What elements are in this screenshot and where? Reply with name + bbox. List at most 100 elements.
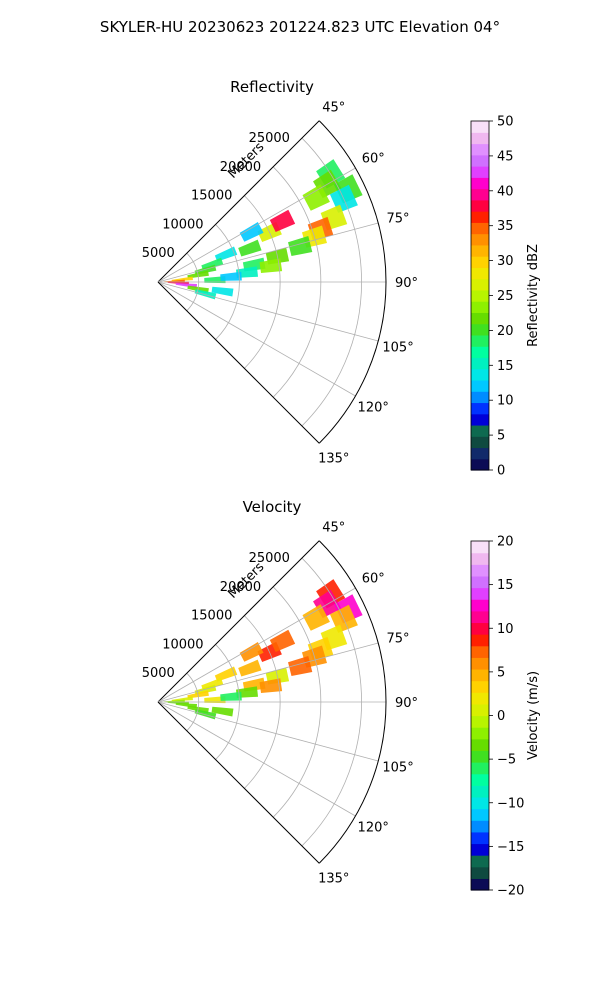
radar-cell bbox=[288, 656, 313, 677]
colorbar-segment bbox=[471, 715, 489, 728]
range-ring-label: 20000 bbox=[220, 580, 261, 595]
radar-cell bbox=[211, 706, 234, 717]
sector-outline bbox=[318, 540, 387, 864]
colorbar-segment bbox=[471, 357, 489, 370]
range-ring-label: 20000 bbox=[220, 160, 261, 175]
colorbar-segment bbox=[471, 177, 489, 190]
colorbar-label: Velocity (m/s) bbox=[526, 671, 541, 760]
range-ring-label: 5000 bbox=[142, 246, 175, 261]
reflectivity-sector: 5000 10000 15000 20000 25000 45° 60° 75° 90° 105°… bbox=[142, 100, 418, 466]
colorbar-tick-label: −5 bbox=[497, 753, 516, 768]
colorbar-segment bbox=[471, 222, 489, 235]
radar-cell bbox=[201, 677, 224, 690]
colorbar-segment bbox=[471, 622, 489, 635]
colorbar-segment bbox=[471, 413, 489, 426]
range-ring-label: 5000 bbox=[142, 666, 175, 681]
reflectivity-panel: Reflectivity 5000 10000 15000 20000 25000 45°… bbox=[142, 78, 541, 479]
range-ring-label: 15000 bbox=[191, 189, 232, 204]
colorbar-segment bbox=[471, 402, 489, 415]
colorbar-segment bbox=[471, 334, 489, 347]
colorbar-segment bbox=[471, 379, 489, 392]
angle-spoke bbox=[157, 642, 379, 703]
reflectivity-colorbar: 0 5 10 15 20 25 30 35 40 45 50 Reflectivity dBZ bbox=[470, 115, 541, 479]
radar-cell bbox=[269, 629, 296, 653]
colorbar-segment bbox=[471, 301, 489, 313]
angle-label: 75° bbox=[387, 212, 410, 227]
radar-cell bbox=[214, 666, 238, 682]
angle-spoke bbox=[157, 587, 356, 703]
radar-cell bbox=[171, 276, 193, 282]
range-ring-label: 25000 bbox=[249, 131, 290, 146]
colorbar-segment bbox=[471, 312, 489, 325]
colorbar-segment bbox=[471, 154, 489, 167]
colorbar-tick-label: 15 bbox=[497, 578, 514, 593]
colorbar-segment bbox=[471, 668, 489, 682]
colorbar-segment bbox=[471, 773, 489, 786]
colorbar-segment bbox=[471, 564, 489, 577]
colorbar-segment bbox=[471, 132, 489, 145]
radar-cell bbox=[214, 246, 238, 262]
radar-cell bbox=[238, 239, 262, 257]
colorbar-label: Reflectivity dBZ bbox=[526, 244, 541, 347]
velocity-panel: Velocity 5000 10000 15000 20000 25000 45° 60° 7… bbox=[142, 498, 541, 899]
radar-cell bbox=[236, 686, 259, 698]
angle-label: 105° bbox=[382, 340, 413, 355]
colorbar-segment bbox=[471, 738, 489, 751]
colorbar-segment bbox=[471, 121, 489, 133]
angle-spoke bbox=[157, 701, 320, 864]
colorbar-tick-label: 0 bbox=[497, 464, 505, 479]
angle-spoke bbox=[157, 281, 356, 397]
radar-cell bbox=[259, 678, 283, 693]
colorbar-segment bbox=[471, 843, 489, 856]
colorbar-tick-label: 20 bbox=[497, 535, 514, 550]
radar-cell bbox=[171, 696, 193, 702]
colorbar-segment bbox=[471, 211, 489, 223]
angle-label: 75° bbox=[387, 632, 410, 647]
reflectivity-title: Reflectivity bbox=[230, 78, 314, 96]
radar-cell bbox=[288, 236, 313, 257]
colorbar-segment bbox=[471, 188, 489, 201]
colorbar-tick-label: −20 bbox=[497, 884, 524, 899]
colorbar-segment bbox=[471, 289, 489, 302]
colorbar-segment bbox=[471, 346, 489, 359]
colorbar-segment bbox=[471, 657, 489, 670]
angle-label: 120° bbox=[358, 400, 389, 415]
radar-cell bbox=[239, 642, 264, 662]
colorbar-segment bbox=[471, 820, 489, 833]
angle-label: 120° bbox=[358, 820, 389, 835]
angle-label: 60° bbox=[362, 152, 385, 167]
colorbar-segment bbox=[471, 762, 489, 775]
radar-cell bbox=[220, 691, 242, 701]
angle-label: 135° bbox=[318, 872, 349, 887]
colorbar-segment bbox=[471, 458, 489, 471]
colorbar-segment bbox=[471, 166, 489, 178]
colorbar-segment bbox=[471, 267, 489, 280]
colorbar-segment bbox=[471, 552, 489, 565]
colorbar-tick-label: 35 bbox=[497, 219, 514, 234]
angle-label: 45° bbox=[322, 100, 345, 115]
colorbar-segment bbox=[471, 727, 489, 740]
colorbar-tick-label: 10 bbox=[497, 394, 514, 409]
colorbar-segment bbox=[471, 599, 489, 612]
colorbar-tick-label: 15 bbox=[497, 359, 514, 374]
range-ring-label: 10000 bbox=[162, 637, 203, 652]
radar-cell bbox=[269, 209, 296, 233]
colorbar-tick-label: 30 bbox=[497, 254, 514, 269]
radar-cell bbox=[239, 222, 264, 242]
colorbar-segment bbox=[471, 368, 489, 381]
radar-cell bbox=[302, 604, 330, 631]
angle-label: 60° bbox=[362, 572, 385, 587]
colorbar-segment bbox=[471, 645, 489, 658]
radar-cell bbox=[204, 696, 226, 704]
colorbar-tick-label: 5 bbox=[497, 665, 505, 680]
angle-label: 45° bbox=[322, 520, 345, 535]
angle-label: 135° bbox=[318, 452, 349, 467]
velocity-colorbar: −20 −15 −10 −5 0 5 10 15 20 Velocity (m/s) bbox=[470, 535, 541, 899]
colorbar-tick-label: 45 bbox=[497, 149, 514, 164]
colorbar-segment bbox=[471, 199, 489, 212]
colorbar-segment bbox=[471, 785, 489, 798]
colorbar-segment bbox=[471, 750, 489, 763]
radar-cell bbox=[211, 286, 234, 297]
range-ring-label: 10000 bbox=[162, 217, 203, 232]
